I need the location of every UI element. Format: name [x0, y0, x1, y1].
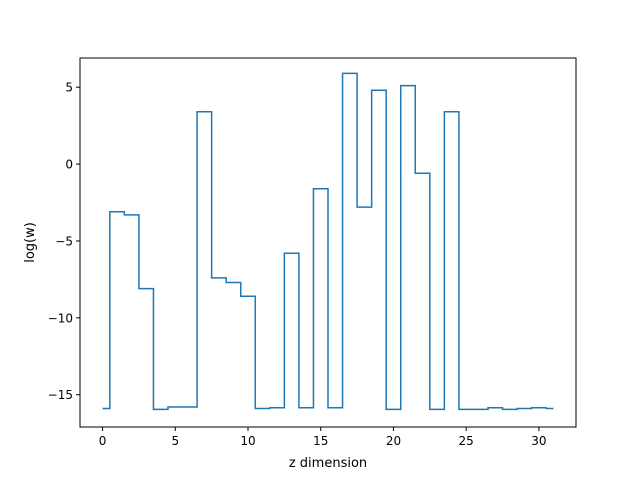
- y-tick-label: 5: [65, 81, 73, 95]
- y-tick-label: −5: [55, 234, 73, 248]
- x-tick-label: 15: [313, 434, 328, 448]
- x-tick-label: 20: [386, 434, 401, 448]
- y-axis-label: log(w): [23, 222, 38, 263]
- series-line-0: [102, 72, 554, 411]
- x-axis-ticks: 0 5 10 15 20 25 30: [99, 427, 547, 448]
- x-axis-label: z dimension: [289, 456, 367, 471]
- x-tick-label: 10: [240, 434, 255, 448]
- y-tick-label: −10: [48, 311, 73, 325]
- x-tick-label: 30: [531, 434, 546, 448]
- y-tick-label: 0: [65, 158, 73, 172]
- y-tick-label: −15: [48, 388, 73, 402]
- x-tick-label: 0: [99, 434, 107, 448]
- plot-content: [102, 72, 554, 411]
- plot-frame: [79, 57, 577, 428]
- y-axis-ticks: −15 −10 −5 0 5: [48, 81, 80, 402]
- x-tick-label: 25: [459, 434, 474, 448]
- x-tick-label: 5: [171, 434, 179, 448]
